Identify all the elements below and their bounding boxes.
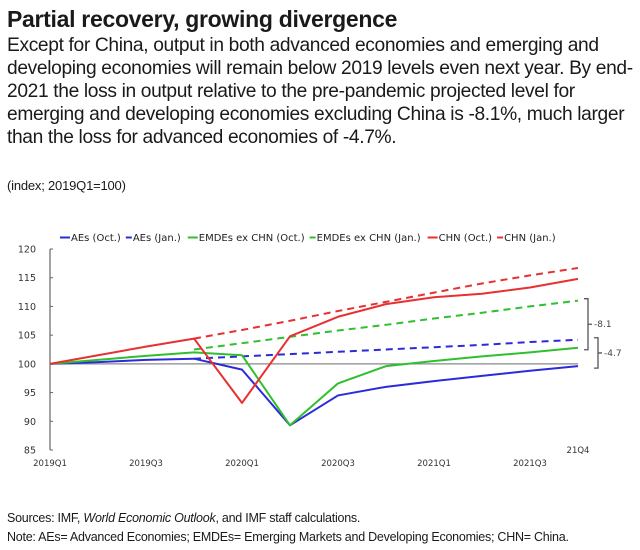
x-tick-label: 2019Q3 — [129, 459, 163, 469]
sources-note: Sources: IMF, World Economic Outlook, an… — [7, 511, 360, 525]
x-axis: 2019Q1 2019Q3 2020Q1 2020Q3 2021Q1 2021Q3 21Q4 — [33, 446, 589, 469]
sources-prefix: Sources: IMF, — [7, 511, 84, 525]
series-aes-jan — [193, 338, 579, 360]
line-chart: AEs (Oct.) AEs (Jan.) EMDEs ex CHN (Oct.) E… — [18, 233, 622, 469]
legend-label: AEs (Jan.) — [133, 233, 181, 244]
legend-label: EMDEs ex CHN (Jan.) — [317, 233, 421, 244]
y-tick-label: 95 — [24, 388, 36, 399]
series-chn-jan — [193, 266, 579, 340]
chart-subtitle: Except for China, output in both advance… — [7, 35, 633, 148]
annotation-label: -4.7 — [604, 349, 622, 359]
legend-label: CHN (Oct.) — [439, 233, 493, 244]
y-tick-label: 115 — [18, 273, 36, 284]
y-tick-label: 90 — [24, 417, 36, 428]
x-tick-label: 2019Q1 — [33, 459, 67, 469]
series-layer — [49, 266, 579, 427]
chart-title: Partial recovery, growing divergence — [7, 6, 398, 32]
y-tick-label: 105 — [18, 331, 36, 342]
units-label: (index; 2019Q1=100) — [7, 178, 126, 193]
series-chn-oct — [49, 277, 579, 404]
annotation-bracket — [594, 337, 602, 369]
legend-label: CHN (Jan.) — [504, 233, 556, 244]
y-tick-label: 110 — [18, 302, 36, 313]
x-tick-label: 2021Q3 — [513, 459, 547, 469]
legend-label: AEs (Oct.) — [71, 233, 121, 244]
sources-publication: World Economic Outlook — [83, 511, 216, 525]
x-tick-label: 2021Q1 — [417, 459, 451, 469]
annotation-label: -8.1 — [594, 320, 612, 330]
x-end-label: 21Q4 — [567, 446, 590, 456]
y-tick-label: 85 — [24, 446, 36, 457]
y-tick-label: 120 — [18, 245, 36, 256]
legend-label: EMDEs ex CHN (Oct.) — [199, 233, 305, 244]
legend: AEs (Oct.) AEs (Jan.) EMDEs ex CHN (Oct.) E… — [60, 233, 556, 244]
series-aes-oct — [49, 357, 579, 427]
sources-suffix: , and IMF staff calculations. — [215, 511, 361, 525]
y-axis: 85 90 95 100 105 110 115 120 — [18, 245, 53, 457]
series-emdes-ex-chn-jan — [193, 299, 579, 351]
y-tick-label: 100 — [18, 359, 36, 370]
x-tick-label: 2020Q3 — [321, 459, 355, 469]
series-emdes-ex-chn-oct — [49, 346, 579, 427]
x-tick-label: 2020Q1 — [225, 459, 259, 469]
annotation-bracket — [584, 298, 592, 351]
abbreviations-note: Note: AEs= Advanced Economies; EMDEs= Em… — [7, 530, 569, 544]
annotations: -8.1 -4.7 — [584, 298, 622, 369]
